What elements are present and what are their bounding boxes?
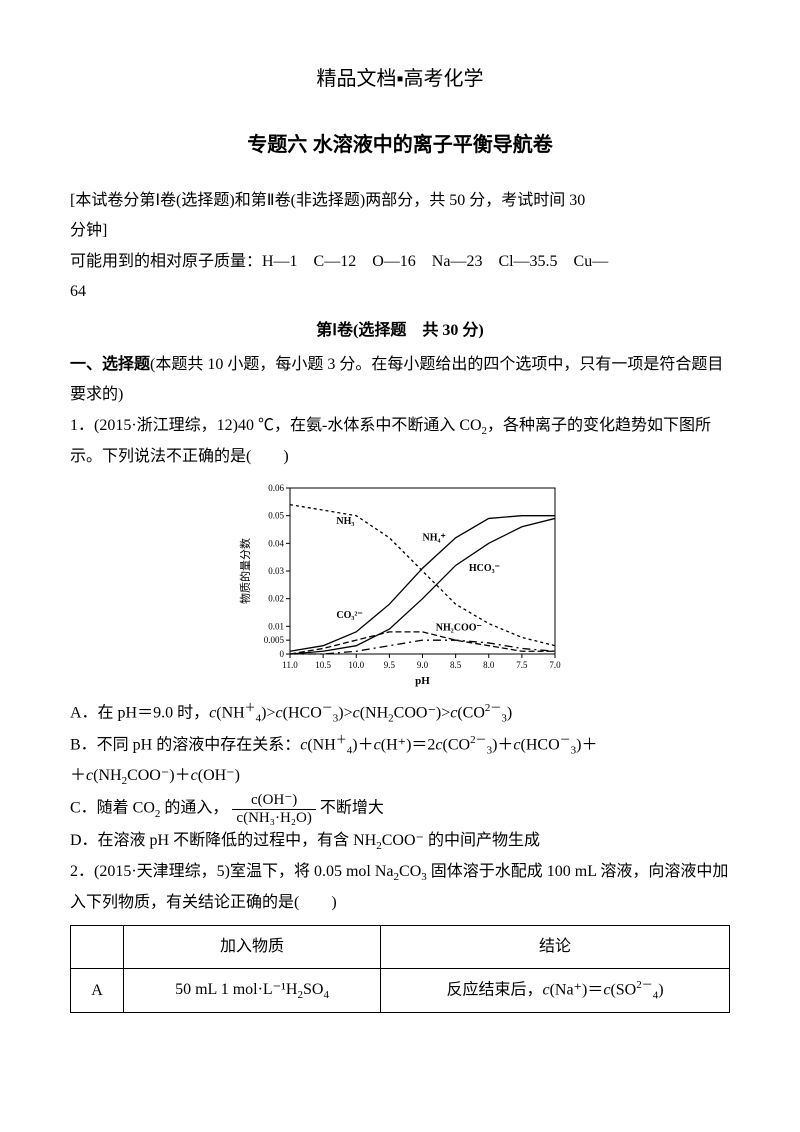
sup: 2－ xyxy=(470,734,487,746)
svg-text:pH: pH xyxy=(415,675,430,687)
row-substance: 50 mL 1 mol·L⁻¹H2SO4 xyxy=(124,969,381,1013)
svg-text:9.0: 9.0 xyxy=(417,660,429,670)
instruction-line: 分钟] xyxy=(70,216,730,246)
sup: 2－ xyxy=(485,702,502,714)
sup: ＋ xyxy=(245,702,256,714)
t: (NH xyxy=(93,767,121,784)
t: 2．(2015·天津理综，5)室温下，将 0.05 mol Na xyxy=(70,863,394,880)
svg-text:0.04: 0.04 xyxy=(268,539,284,549)
t: (HCO xyxy=(521,736,560,753)
t: )＋ xyxy=(576,736,597,753)
t: (HCO xyxy=(283,705,322,722)
svg-text:物质的量分数: 物质的量分数 xyxy=(238,538,252,604)
svg-text:7.0: 7.0 xyxy=(549,660,561,670)
sup: ＋ xyxy=(336,734,347,746)
page-title: 专题六 水溶液中的离子平衡导航卷 xyxy=(70,126,730,164)
q1-chart: 0 0.005 0.01 0.02 0.03 0.04 0.05 0.06 11.0 10.5 10… xyxy=(70,478,730,688)
svg-text:0.02: 0.02 xyxy=(268,594,284,604)
page-header: 精品文档▪高考化学 xyxy=(70,60,730,98)
section-label: 一、选择题 xyxy=(70,356,150,373)
t: (Na⁺)＝ xyxy=(550,981,604,998)
section-text: (本题共 10 小题，每小题 3 分。在每小题给出的四个选项中，只有一项是符合题… xyxy=(70,356,723,403)
t: (NH xyxy=(307,736,335,753)
q1-option-d: D．在溶液 pH 不断降低的过程中，有含 NH2COO⁻ 的中间产物生成 xyxy=(70,826,730,857)
numerator: c(OH⁻) xyxy=(232,792,315,810)
table-header-row: 加入物质 结论 xyxy=(71,925,730,968)
t: ) xyxy=(658,981,663,998)
svg-text:8.5: 8.5 xyxy=(450,660,462,670)
svg-text:CO₃²⁻: CO₃²⁻ xyxy=(336,610,362,621)
t: C．随着 CO xyxy=(70,800,155,817)
svg-text:9.5: 9.5 xyxy=(384,660,396,670)
t: A．在 pH＝9.0 时， xyxy=(70,705,209,722)
instruction-line: 可能用到的相对原子质量：H—1 C—12 O—16 Na—23 Cl—35.5 … xyxy=(70,247,730,277)
t: )＋ xyxy=(352,736,373,753)
t: B．不同 pH 的溶液中存在关系： xyxy=(70,736,300,753)
svg-text:NH₃: NH₃ xyxy=(336,516,354,527)
t: SO xyxy=(303,981,323,998)
svg-text:0.01: 0.01 xyxy=(268,622,284,632)
sub: 4 xyxy=(323,989,329,1001)
t: (CO xyxy=(457,705,485,722)
t: (H⁺)＝2 xyxy=(381,736,436,753)
q1-option-c: C．随着 CO2 的通入， c(OH⁻) c(NH₃·H₂O) 不断增大 xyxy=(70,792,730,826)
t: 不断增大 xyxy=(320,800,384,817)
svg-text:0.06: 0.06 xyxy=(268,483,284,493)
t: D．在溶液 pH 不断降低的过程中，有含 NH xyxy=(70,832,376,849)
t: )> xyxy=(338,705,352,722)
row-label: A xyxy=(71,969,124,1013)
t: )＋ xyxy=(492,736,513,753)
row-conclusion: 反应结束后，c(Na⁺)＝c(SO2－4) xyxy=(381,969,730,1013)
t: CO xyxy=(399,863,421,880)
q1-option-b: B．不同 pH 的溶液中存在关系：c(NH＋4)＋c(H⁺)＝2c(CO2－3)… xyxy=(70,730,730,761)
t: (NH xyxy=(360,705,388,722)
t: COO⁻ 的中间产物生成 xyxy=(382,832,540,849)
svg-text:10.5: 10.5 xyxy=(315,660,331,670)
svg-text:0.005: 0.005 xyxy=(264,635,285,645)
q1-stem: 1．(2015·浙江理综，12)40 ℃，在氨-水体系中不断通入 CO2，各种离… xyxy=(70,411,730,472)
svg-text:NH₄⁺: NH₄⁺ xyxy=(423,533,446,544)
fraction: c(OH⁻) c(NH₃·H₂O) xyxy=(232,792,315,826)
th-blank xyxy=(71,925,124,968)
t: ) xyxy=(507,705,512,722)
svg-text:7.5: 7.5 xyxy=(516,660,528,670)
svg-text:0: 0 xyxy=(280,649,285,659)
th-substance: 加入物质 xyxy=(124,925,381,968)
t: (NH xyxy=(216,705,244,722)
svg-text:NH₂COO⁻: NH₂COO⁻ xyxy=(436,623,482,634)
sup: 2－ xyxy=(636,979,653,991)
q1-option-b-cont: ＋c(NH2COO⁻)＋c(OH⁻) xyxy=(70,761,730,792)
q2-table: 加入物质 结论 A 50 mL 1 mol·L⁻¹H2SO4 反应结束后，c(N… xyxy=(70,925,730,1014)
t: COO⁻)＋ xyxy=(127,767,191,784)
instruction-line: 64 xyxy=(70,277,730,307)
svg-text:8.0: 8.0 xyxy=(483,660,495,670)
svg-text:0.05: 0.05 xyxy=(268,511,284,521)
table-row: A 50 mL 1 mol·L⁻¹H2SO4 反应结束后，c(Na⁺)＝c(SO… xyxy=(71,969,730,1013)
t: (OH⁻) xyxy=(198,767,240,784)
text: 1．(2015·浙江理综，12)40 ℃，在氨-水体系中不断通入 CO xyxy=(70,417,482,434)
q1-option-a: A．在 pH＝9.0 时，c(NH＋4)>c(HCO－3)>c(NH2COO⁻)… xyxy=(70,698,730,729)
sup: － xyxy=(322,702,333,714)
th-conclusion: 结论 xyxy=(381,925,730,968)
t: (SO xyxy=(610,981,636,998)
svg-text:10.0: 10.0 xyxy=(348,660,364,670)
denominator: c(NH₃·H₂O) xyxy=(232,810,315,827)
t: 50 mL 1 mol·L⁻¹H xyxy=(175,981,297,998)
sup: － xyxy=(560,734,571,746)
t: 的通入， xyxy=(160,800,228,817)
part1-heading: 第Ⅰ卷(选择题 共 30 分) xyxy=(70,316,730,346)
instruction-line: [本试卷分第Ⅰ卷(选择题)和第Ⅱ卷(非选择题)两部分，共 50 分，考试时间 3… xyxy=(70,186,730,216)
t: (CO xyxy=(443,736,471,753)
svg-text:11.0: 11.0 xyxy=(282,660,298,670)
chart-svg: 0 0.005 0.01 0.02 0.03 0.04 0.05 0.06 11.0 10.5 10… xyxy=(235,478,565,688)
svg-text:HCO₃⁻: HCO₃⁻ xyxy=(469,563,500,574)
q2-stem: 2．(2015·天津理综，5)室温下，将 0.05 mol Na2CO3 固体溶… xyxy=(70,857,730,918)
svg-text:0.03: 0.03 xyxy=(268,566,284,576)
t: )> xyxy=(261,705,275,722)
t: COO⁻)> xyxy=(394,705,451,722)
t: 反应结束后， xyxy=(446,981,542,998)
part1-description: 一、选择题(本题共 10 小题，每小题 3 分。在每小题给出的四个选项中，只有一… xyxy=(70,350,730,411)
